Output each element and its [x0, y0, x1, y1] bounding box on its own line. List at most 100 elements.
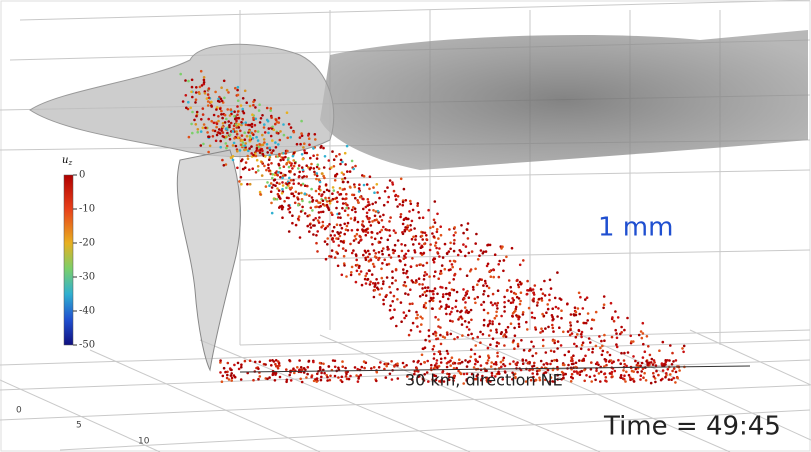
- particle: [358, 273, 361, 276]
- particle: [279, 376, 282, 379]
- particle: [519, 300, 522, 303]
- particle: [474, 298, 477, 301]
- particle: [272, 149, 275, 152]
- particle: [468, 328, 471, 331]
- particle: [308, 360, 311, 363]
- particle: [258, 109, 261, 112]
- particle: [655, 370, 658, 373]
- particle: [293, 173, 296, 176]
- particle: [570, 356, 573, 359]
- particle: [349, 186, 352, 189]
- particle: [339, 187, 342, 190]
- particle: [567, 364, 570, 367]
- particle: [549, 279, 552, 282]
- particle: [411, 220, 414, 223]
- particle: [312, 219, 315, 222]
- particle: [482, 293, 485, 296]
- particle: [408, 334, 411, 337]
- particle: [281, 192, 284, 195]
- particle: [362, 220, 365, 223]
- particle: [457, 362, 460, 365]
- particle: [270, 135, 273, 138]
- particle: [488, 334, 491, 337]
- particle: [207, 118, 210, 121]
- particle: [526, 328, 529, 331]
- colorbar-label-sub: z: [67, 159, 72, 167]
- particle: [350, 274, 353, 277]
- particle: [407, 218, 410, 221]
- particle: [450, 333, 453, 336]
- particle: [614, 310, 617, 313]
- particle: [207, 135, 210, 138]
- particle: [345, 228, 348, 231]
- particle: [632, 355, 635, 358]
- particle: [254, 124, 257, 127]
- particle: [400, 320, 403, 323]
- particle: [294, 202, 297, 205]
- particle: [624, 380, 627, 383]
- particle: [382, 299, 385, 302]
- particle: [434, 244, 437, 247]
- particle: [270, 152, 273, 155]
- particle: [300, 366, 303, 369]
- particle: [217, 115, 220, 118]
- particle: [454, 231, 457, 234]
- particle: [347, 214, 350, 217]
- particle: [514, 334, 517, 337]
- particle: [345, 193, 348, 196]
- particle: [346, 204, 349, 207]
- particle: [436, 293, 439, 296]
- particle: [342, 202, 345, 205]
- particle: [312, 224, 315, 227]
- particle: [293, 165, 296, 168]
- particle: [322, 211, 325, 214]
- particle: [387, 248, 390, 251]
- particle: [273, 179, 276, 182]
- particle: [453, 260, 456, 263]
- particle: [239, 149, 242, 152]
- particle: [671, 363, 674, 366]
- particle: [362, 208, 365, 211]
- particle: [389, 309, 392, 312]
- particle: [322, 221, 325, 224]
- particle: [274, 123, 277, 126]
- particle: [392, 183, 395, 186]
- particle: [344, 152, 347, 155]
- particle: [309, 157, 312, 160]
- particle: [368, 203, 371, 206]
- particle: [203, 81, 206, 84]
- particle: [380, 268, 383, 271]
- particle: [225, 142, 228, 145]
- particle: [548, 294, 551, 297]
- particle: [350, 271, 353, 274]
- particle: [378, 222, 381, 225]
- particle: [367, 218, 370, 221]
- particle: [261, 134, 264, 137]
- particle: [426, 290, 429, 293]
- particle: [288, 374, 291, 377]
- particle: [510, 290, 513, 293]
- particle: [326, 205, 329, 208]
- particle: [436, 359, 439, 362]
- particle: [448, 269, 451, 272]
- particle: [620, 374, 623, 377]
- particle: [255, 136, 258, 139]
- particle: [496, 341, 499, 344]
- particle: [190, 91, 193, 94]
- particle: [271, 173, 274, 176]
- particle: [373, 265, 376, 268]
- particle: [328, 197, 331, 200]
- particle: [270, 202, 273, 205]
- particle: [497, 302, 500, 305]
- particle: [363, 175, 366, 178]
- particle: [273, 129, 276, 132]
- particle: [586, 319, 589, 322]
- particle: [257, 368, 260, 371]
- particle: [364, 278, 367, 281]
- particle: [622, 369, 625, 372]
- particle: [338, 212, 341, 215]
- particle: [378, 251, 381, 254]
- particle: [352, 168, 355, 171]
- particle: [220, 113, 223, 116]
- particle: [225, 147, 228, 150]
